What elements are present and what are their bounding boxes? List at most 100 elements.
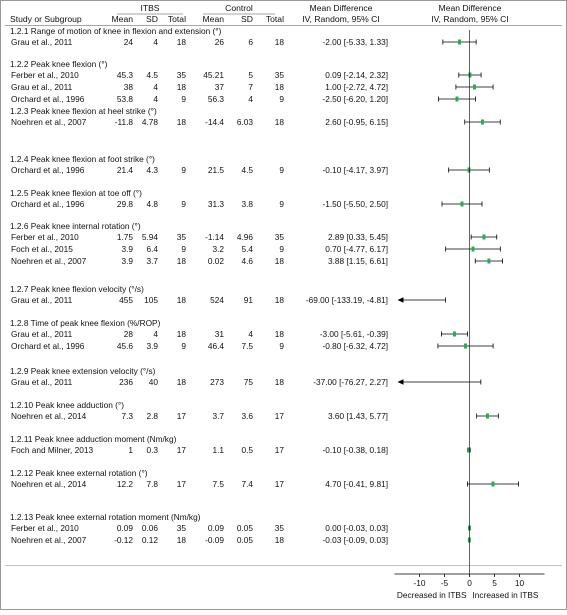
study-value-n2: 18 [275,535,285,545]
effect-marker [468,72,472,78]
forest-axis: -10 -5 0 5 10 Decreased in ITBS Increased in I… [5,30,562,600]
effect-marker [473,84,476,90]
study-ci-text: -0.10 [-0.38, 0.18] [323,445,389,455]
subgroup-title: 1.2.9 Peak knee extension velocity (°/s) [10,366,156,376]
effect-marker [453,331,456,337]
column-header: ITBS Control Mean Difference IV, Random,… [5,3,562,26]
study-value-m2: 31 [215,329,225,339]
subgroup-title: 1.2.7 Peak knee flexion velocity (°/s) [10,284,144,294]
study-value-sd1: 4.3 [146,165,158,175]
study-ci-text: -0.10 [-4.17, 3.97] [323,165,389,175]
ci-arrow-left [397,379,404,385]
itbs-total-header: Total [168,14,186,24]
md-header-left: Mean Difference [310,3,373,13]
study-value-n1: 18 [177,82,187,92]
study-value-sd1: 4.5 [146,70,158,80]
effect-marker [458,39,461,45]
effect-marker [471,246,475,252]
study-ci-text: 0.70 [-4.77, 6.17] [325,244,388,254]
study-ci-text: -37.00 [-76.27, 2.27] [313,377,388,387]
md-header-right-sub: IV, Random, 95% CI [431,14,509,24]
study-value-sd1: 0.12 [142,535,159,545]
study-value-m1: 45.6 [117,341,134,351]
study-value-n2: 18 [275,256,285,266]
study-value-sd1: 4 [153,94,158,104]
md-header-left-sub: IV, Random, 95% CI [302,14,380,24]
study-value-sd2: 6.03 [237,117,254,127]
study-value-n2: 18 [275,82,285,92]
study-ci-text: -0.80 [-6.32, 4.72] [323,341,389,351]
study-name: Foch and Milner, 2013 [11,445,93,455]
study-value-n2: 18 [275,295,285,305]
effect-marker [455,96,459,102]
control-total-header: Total [266,14,284,24]
study-value-sd2: 0.05 [237,535,254,545]
study-value-m1: 24 [124,37,134,47]
study-value-m2: 46.4 [208,341,225,351]
study-value-m2: 7.5 [212,479,224,489]
study-value-sd2: 91 [244,295,254,305]
study-value-sd1: 4.8 [146,199,158,209]
subgroup-title: 1.2.8 Time of peak knee flexion (%/ROP) [10,318,161,328]
study-value-sd1: 4.78 [142,117,159,127]
study-name: Ferber et al., 2010 [11,70,79,80]
effect-marker [467,167,471,173]
study-value-n2: 9 [279,341,284,351]
study-ci-text: -2.50 [-6.20, 1.20] [323,94,389,104]
study-value-m2: -14.4 [205,117,224,127]
study-value-n2: 9 [279,165,284,175]
ci-arrow-left [397,297,404,303]
study-value-m2: 0.02 [208,256,225,266]
study-value-sd1: 4 [153,82,158,92]
study-value-n2: 9 [279,244,284,254]
study-value-n2: 17 [275,411,285,421]
study-name: Grau et al., 2011 [11,37,73,47]
study-value-n1: 9 [181,165,186,175]
study-value-sd2: 3.6 [241,411,253,421]
study-name: Grau et al., 2011 [11,82,73,92]
axis-left-label: Decreased in ITBS [397,590,467,600]
effect-marker [481,119,484,125]
study-value-n1: 9 [181,341,186,351]
study-value-sd1: 0.3 [146,445,158,455]
study-value-sd1: 7.8 [146,479,158,489]
study-value-m2: 3.7 [212,411,224,421]
effect-marker [486,413,489,419]
study-name: Noehren et al., 2007 [11,117,87,127]
study-name: Orchard et al., 1996 [11,94,85,104]
study-name: Ferber et al., 2010 [11,232,79,242]
study-ci-text: 4.70 [-0.41, 9.81] [325,479,388,489]
control-mean-header: Mean [203,14,225,24]
study-value-n2: 9 [279,94,284,104]
study-value-m2: 3.2 [212,244,224,254]
study-value-sd2: 0.5 [241,445,253,455]
study-name: Grau et al., 2011 [11,329,73,339]
study-value-sd1: 105 [144,295,158,305]
study-ci-text: 1.00 [-2.72, 4.72] [325,82,388,92]
study-value-n1: 17 [177,479,187,489]
study-value-sd1: 5.94 [142,232,159,242]
study-value-m2: 273 [210,377,224,387]
subgroup-title: 1.2.2 Peak knee flexion (°) [10,59,108,69]
study-value-m2: 37 [215,82,225,92]
study-value-sd2: 6 [248,37,253,47]
study-value-n2: 17 [275,479,285,489]
study-name: Foch et al., 2015 [11,244,73,254]
study-value-sd1: 0.06 [142,523,159,533]
effect-marker [467,447,471,453]
study-value-m1: 3.9 [121,256,133,266]
md-header-right: Mean Difference [439,3,502,13]
study-value-n2: 18 [275,117,285,127]
study-value-n1: 18 [177,535,187,545]
study-value-n2: 35 [275,523,285,533]
study-value-sd2: 75 [244,377,254,387]
subgroup-title: 1.2.11 Peak knee adduction moment (Nm/kg… [10,434,177,444]
study-value-sd1: 3.9 [146,341,158,351]
x-tick-label: -5 [441,578,449,588]
study-value-n1: 18 [177,295,187,305]
study-value-m1: 3.9 [121,244,133,254]
study-value-n1: 35 [177,70,187,80]
study-ci-text: -2.00 [-5.33, 1.33] [323,37,389,47]
study-name: Noehren et al., 2014 [11,411,87,421]
study-value-sd2: 7.5 [241,341,253,351]
